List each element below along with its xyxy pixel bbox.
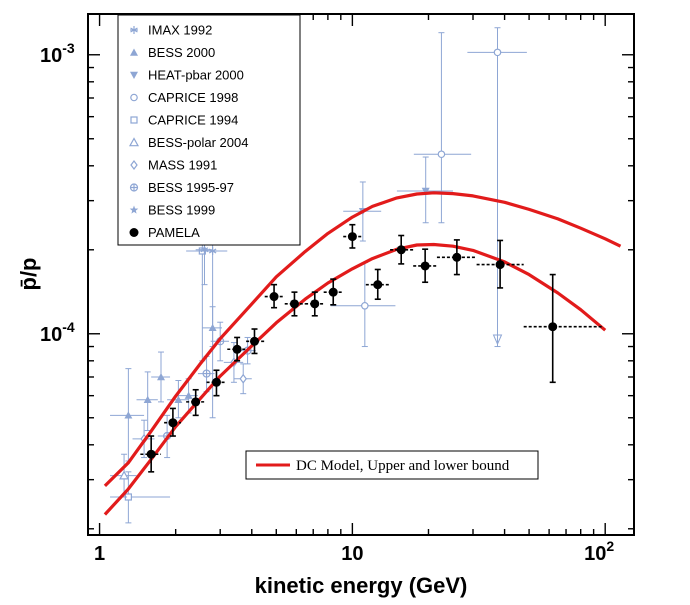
legend-item: CAPRICE 1994 [130,113,238,128]
pamela-point [168,418,178,428]
x-axis-title: kinetic energy (GeV) [255,573,468,598]
data-point [124,411,133,419]
pamela-point [328,287,338,297]
legend-label: BESS 2000 [148,45,215,60]
data-point [421,187,430,195]
pamela-point [373,280,383,290]
data-point [361,301,369,310]
x-tick-label: 1 [94,543,105,565]
legend-label: MASS 1991 [148,158,217,173]
data-point [202,369,211,378]
model-lower-bound [103,242,607,516]
pamela-point [146,449,156,459]
plot-frame [87,13,635,536]
legend-label: CAPRICE 1998 [148,90,238,105]
data-point [128,137,140,147]
svg-text:p̄/p: p̄/p [16,258,41,291]
pamela-point [420,261,430,271]
pamela-point-group [246,328,265,355]
pamela-point-group [390,234,414,265]
pamela-point-group [305,291,324,317]
upper-limit-arrow [492,334,503,346]
legend-item: CAPRICE 1998 [130,90,238,105]
error-bar [467,27,527,348]
data-point [208,323,217,332]
pamela-point-group [140,435,162,473]
x-tick-label: 102 [584,538,614,565]
pamela-point-group [476,239,524,289]
legend-label: HEAT-pbar 2000 [148,68,244,83]
model-legend-box [245,450,539,480]
data-point [130,160,138,170]
data-point [184,391,193,399]
legend-label: BESS 1999 [148,203,215,218]
y-axis-title: p̄/p [16,258,41,291]
data-point [174,395,183,403]
data-point [493,48,502,57]
data-point [157,372,166,381]
data-point [130,48,138,56]
pamela-point-group [186,388,205,417]
pamela-point [249,336,259,346]
pamela-point [495,260,505,270]
pamela-point-group [264,283,285,309]
y-tick-label: 10-4 [40,319,75,346]
legend-item: PAMELA [129,225,200,240]
y-tick-label: 10-3 [40,40,75,67]
legend-item: BESS-polar 2004 [128,135,248,150]
pamela-point-group [413,248,437,284]
pamela-point [452,252,462,262]
data-point [130,26,138,34]
data-point [129,205,139,214]
pamela-point-group [284,291,306,317]
pamela-point-group [523,273,603,384]
pamela-point [548,322,558,332]
legend-label: IMAX 1992 [148,23,212,38]
legend-item: BESS 1995-97 [129,180,234,195]
pamela-point [129,228,139,237]
data-point [130,71,138,79]
data-point [130,116,138,124]
data-point [437,150,446,159]
legend-item: HEAT-pbar 2000 [130,68,244,83]
legend-label: BESS-polar 2004 [148,135,248,150]
data-point [129,183,139,192]
pamela-point [232,344,242,354]
legend-item: IMAX 1992 [130,23,212,38]
legend: IMAX 1992 BESS 2000 HEAT-pbar 2000 CAPRICE … [117,14,301,246]
legend-item: BESS 1999 [129,203,215,218]
pamela-point [211,377,221,387]
x-tick-label: 10 [341,543,363,565]
legend-item: BESS 2000 [130,45,215,60]
legend-label: BESS 1995-97 [148,180,234,195]
data-point [200,245,209,254]
pamela-point-group [227,336,247,362]
pamela-point-group [365,268,391,301]
data-point [208,247,217,256]
model-legend: DC Model, Upper and lower bound [245,450,539,480]
legend-label: PAMELA [148,225,200,240]
model-legend-label: DC Model, Upper and lower bound [296,458,510,474]
legend-item: MASS 1991 [130,158,217,173]
pamela-point [310,299,320,309]
model-upper-bound [103,191,622,488]
data-point [239,373,247,384]
data-point [119,470,130,480]
pamela-point [347,232,357,242]
pamela-point-group [436,239,477,276]
pamela-point-group [323,278,344,306]
pamela-point [269,292,279,302]
pamela-point [191,397,201,407]
pamela-point [396,245,406,255]
pamela-point [289,299,299,309]
legend-box [117,14,301,246]
pamela-point-group [164,407,182,437]
pamela-point-group [343,223,362,249]
data-point [143,395,152,403]
legend-label: CAPRICE 1994 [148,113,238,128]
data-point [130,93,138,102]
pamela-point-group [206,369,226,397]
